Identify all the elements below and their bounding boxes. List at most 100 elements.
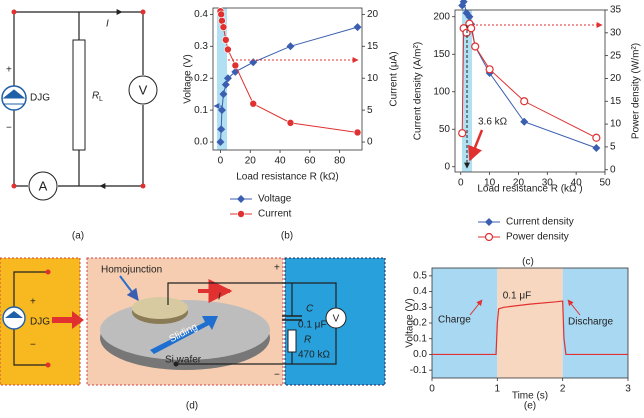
y-tick-label: 150 (433, 49, 450, 60)
y-tick-label: 0.3 (413, 302, 427, 313)
wires (167, 282, 337, 365)
y2-tick-label: 15 (610, 96, 622, 107)
label: L (99, 96, 103, 103)
legend-marker (237, 210, 245, 218)
legend-marker (485, 218, 493, 226)
y-tick-label: 200 (433, 11, 450, 22)
panel-label: (c) (522, 257, 534, 268)
panel-label: (b) (281, 231, 293, 242)
y-tick-label: 100 (433, 86, 450, 97)
data-point (286, 119, 295, 127)
legend-label: Power density (506, 232, 569, 243)
voltmeter (128, 75, 158, 105)
annotation: 3.6 kΩ (478, 117, 508, 128)
data-point (467, 24, 476, 33)
diagram-d: + − DJG Homojunction I Sliding Si wafer … (0, 257, 386, 386)
y-tick-label: 50 (439, 124, 451, 135)
annotation-arrow (468, 129, 484, 162)
data-point (217, 106, 226, 115)
panel-label: (e) (524, 401, 536, 412)
data-point (218, 16, 226, 25)
data-point (592, 144, 601, 152)
y-tick-label: 0.0 (194, 137, 208, 148)
label: R (92, 91, 99, 102)
phase-band (497, 268, 563, 378)
ammeter (28, 171, 58, 201)
x-axis-label: Time (s) (512, 391, 548, 402)
capacitor (282, 315, 302, 321)
label: R (304, 335, 311, 346)
highlight-band (217, 8, 227, 150)
data-point (219, 90, 228, 99)
homojunction (132, 297, 188, 319)
annotation: 0.1 μF (503, 291, 532, 302)
y-tick-label: 0.1 (194, 105, 208, 116)
y-tick-label: 0.2 (194, 73, 208, 84)
label: A (39, 178, 48, 193)
label: + (30, 297, 36, 308)
y2-axis-label: Power density (W/m²) (631, 43, 642, 139)
y2-tick-label: 15 (367, 41, 379, 52)
x-axis-label: Load resistance R (kΩ ) (477, 184, 582, 195)
data-point (353, 23, 362, 32)
data-point (217, 125, 226, 134)
legend-marker (237, 195, 245, 203)
x-tick-label: 40 (274, 156, 286, 167)
y2-tick-label: 35 (610, 5, 622, 16)
data-point (221, 80, 230, 89)
x-tick-label: 20 (245, 156, 257, 167)
annotation-arrow (469, 299, 483, 316)
djg-icon (5, 311, 23, 318)
phase-band (432, 268, 498, 378)
x-tick-label: 0 (458, 178, 464, 189)
y2-tick-label: 10 (367, 73, 379, 84)
node (45, 362, 51, 368)
data-point (353, 128, 362, 137)
y2-tick-label: 0 (367, 137, 373, 148)
y2-tick-label: 0 (610, 164, 616, 175)
data-point (231, 61, 240, 70)
label: − (274, 370, 280, 381)
y2-tick-label: 5 (610, 142, 616, 153)
annotation: Charge (438, 315, 471, 326)
label: + (274, 263, 280, 274)
label: + (6, 65, 12, 76)
y2-tick-label: 20 (610, 73, 622, 84)
legend-label: Voltage (258, 194, 292, 205)
data-point (249, 99, 258, 108)
label: I (106, 19, 109, 30)
y-tick-label: 0.3 (194, 41, 208, 52)
y-tick-label: 0.1 (413, 333, 427, 344)
y2-tick-label: 30 (610, 27, 622, 38)
node (45, 269, 51, 275)
plot-frame (454, 9, 606, 173)
label: DJG (30, 317, 50, 328)
x-tick-label: 2 (560, 384, 566, 395)
node (140, 183, 146, 189)
data-point (520, 97, 529, 106)
data-point (223, 74, 232, 83)
resistor (287, 329, 297, 353)
y-tick-label: 0.2 (413, 318, 427, 329)
label: Si wafer (165, 355, 202, 366)
y2-tick-label: 5 (367, 105, 373, 116)
label: V (139, 82, 148, 97)
data-point (520, 117, 529, 126)
panel-label: (a) (72, 231, 84, 242)
djg-icon (2, 89, 26, 105)
data-point (465, 12, 474, 21)
x-tick-label: 50 (599, 178, 611, 189)
y2-tick-label: 20 (367, 9, 379, 20)
sliding-arrow (150, 316, 218, 354)
data-point (592, 133, 601, 142)
data-point (459, 0, 468, 6)
x-tick-label: 10 (484, 178, 496, 189)
x-tick-label: 80 (334, 156, 346, 167)
annotation: Discharge (568, 317, 613, 328)
y-axis-label: Voltage (V) (183, 54, 194, 103)
legend-label: Current density (506, 217, 574, 228)
x-tick-label: 40 (571, 178, 583, 189)
plot-frame (212, 7, 363, 151)
y-tick-label: 0.4 (413, 286, 427, 297)
